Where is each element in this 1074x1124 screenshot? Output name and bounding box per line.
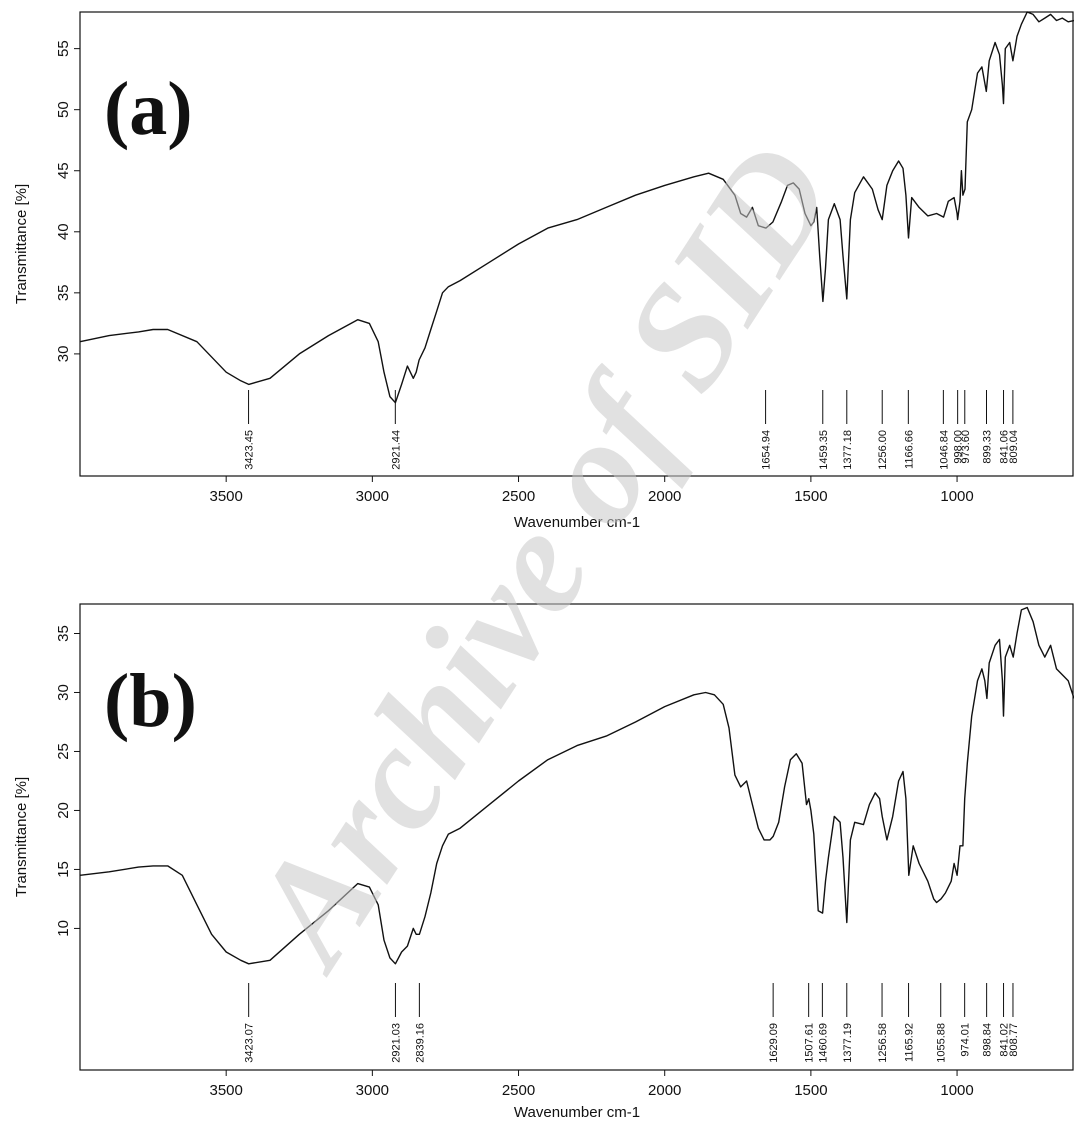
x-tick-label-3000: 3000	[356, 488, 389, 505]
x-tick-label-1500: 1500	[794, 488, 827, 505]
peak-label: 1629.09	[768, 1023, 780, 1063]
y-tick-label-55: 55	[55, 40, 72, 57]
x-tick-label-3500: 3500	[209, 1082, 242, 1099]
peak-label: 1055.88	[936, 1023, 948, 1063]
y-tick-label-30: 30	[55, 346, 72, 363]
peak-label: 998.00	[953, 430, 965, 464]
panel-label: (a)	[104, 67, 193, 151]
x-tick-label-1500: 1500	[794, 1082, 827, 1099]
peak-label: 1377.18	[842, 430, 854, 470]
peak-label: 841.02	[999, 1023, 1011, 1057]
y-axis-title: Transmittance [%]	[13, 777, 30, 897]
peak-label: 3423.07	[244, 1023, 256, 1063]
y-tick-label-25: 25	[55, 743, 72, 760]
y-tick-label-45: 45	[55, 162, 72, 179]
y-tick-label-40: 40	[55, 223, 72, 240]
y-tick-label-35: 35	[55, 625, 72, 642]
watermark-text: Archive of SID	[215, 116, 867, 996]
y-tick-label-30: 30	[55, 684, 72, 701]
peak-label: 1507.61	[804, 1023, 816, 1063]
y-tick-label-35: 35	[55, 284, 72, 301]
peak-label: 1046.84	[938, 430, 950, 470]
y-tick-label-20: 20	[55, 802, 72, 819]
y-tick-label-15: 15	[55, 861, 72, 878]
peak-label: 1256.58	[877, 1023, 889, 1063]
x-axis-title: Wavenumber cm-1	[514, 514, 640, 531]
panel-label: (b)	[104, 659, 197, 743]
peak-label: 1654.94	[761, 430, 773, 470]
y-tick-label-50: 50	[55, 101, 72, 118]
x-tick-label-3000: 3000	[356, 1082, 389, 1099]
peak-label: 973.60	[960, 430, 972, 464]
x-tick-label-2000: 2000	[648, 488, 681, 505]
peak-label: 899.33	[981, 430, 993, 464]
peak-label: 841.06	[999, 430, 1011, 464]
peak-label: 1459.35	[818, 430, 830, 470]
plot-frame	[79, 11, 1074, 477]
peak-label: 2921.03	[390, 1023, 402, 1063]
peak-label: 809.04	[1008, 430, 1020, 464]
y-tick-label-10: 10	[55, 920, 72, 937]
peak-label: 1166.66	[903, 430, 915, 469]
x-tick-label-1000: 1000	[940, 488, 973, 505]
plot-frame	[79, 603, 1074, 1071]
x-tick-label-2500: 2500	[502, 488, 535, 505]
peak-label: 808.77	[1008, 1023, 1020, 1057]
peak-label: 898.84	[982, 1023, 994, 1057]
peak-label: 1377.19	[842, 1023, 854, 1063]
chart-panel-b: 3500 3000 2500 2000 1500 1000 10 15 20 25 30 35 Wave…	[13, 603, 1074, 1121]
peak-label: 3423.45	[244, 430, 256, 470]
spectrum-line	[79, 11, 1074, 404]
x-tick-label-2500: 2500	[502, 1082, 535, 1099]
x-tick-label-3500: 3500	[209, 488, 242, 505]
peak-label: 2839.16	[414, 1023, 426, 1063]
x-tick-label-2000: 2000	[648, 1082, 681, 1099]
peak-label: 1165.92	[904, 1023, 916, 1062]
chart-panel-a: 3500 3000 2500 2000 1500 1000 30 35 40 45 50 55 Wave…	[13, 11, 1074, 531]
x-tick-label-1000: 1000	[940, 1082, 973, 1099]
peak-label: 1460.69	[817, 1023, 829, 1063]
y-axis-title: Transmittance [%]	[13, 184, 30, 304]
spectrum-line	[79, 606, 1074, 965]
peak-label: 2921.44	[390, 430, 402, 470]
x-axis-title: Wavenumber cm-1	[514, 1104, 640, 1121]
peak-label: 974.01	[960, 1023, 972, 1057]
peak-label: 1256.00	[877, 430, 889, 470]
